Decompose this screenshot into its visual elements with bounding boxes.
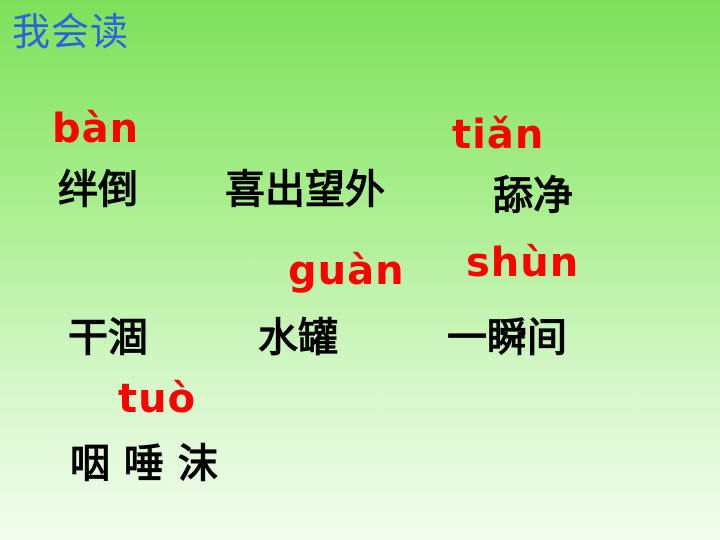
word-shuiguan: 水罐 [258,315,338,361]
pinyin-ban: bàn [52,106,140,152]
slide-title: 我会读 [12,10,130,54]
word-tianjing: 舔净 [493,173,573,219]
word-yishunjian: 一瞬间 [447,315,567,361]
word-yanshuimo: 咽 唾 沫 [70,441,218,487]
word-bandao: 绊倒 [58,167,138,213]
pinyin-shun: shùn [466,240,580,286]
word-gankao: 干涸 [68,315,148,361]
pinyin-tian: tiǎn [452,112,545,158]
pinyin-tuo: tuò [118,376,197,422]
word-xichuwangwai: 喜出望外 [225,167,385,213]
pinyin-guan: guàn [288,248,405,294]
